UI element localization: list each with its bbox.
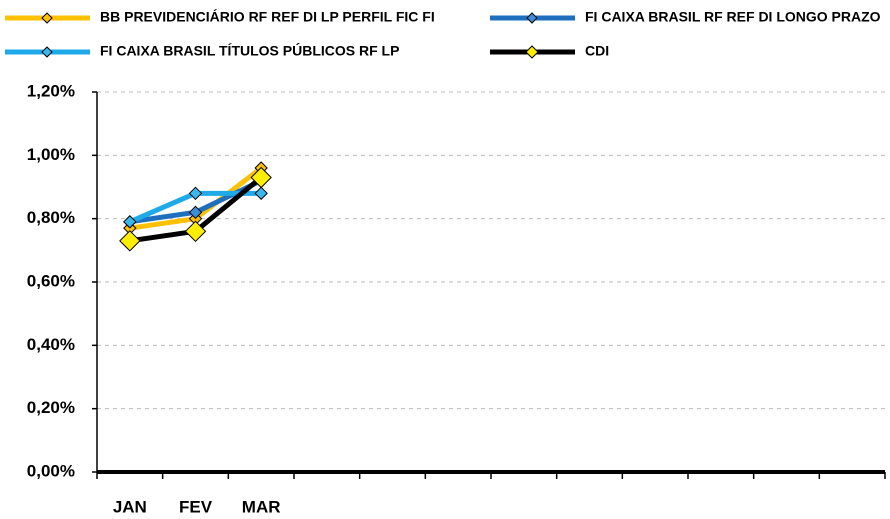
- legend-label: BB PREVIDENCIÁRIO RF REF DI LP PERFIL FI…: [100, 9, 435, 25]
- series-marker: [188, 186, 203, 201]
- y-tick-label: 1,00%: [27, 145, 75, 164]
- legend-label: FI CAIXA BRASIL RF REF DI LONGO PRAZO: [585, 9, 881, 25]
- legend-label: CDI: [585, 43, 609, 59]
- legend-marker: [41, 12, 53, 24]
- series-marker: [250, 166, 272, 189]
- y-tick-label: 0,80%: [27, 208, 75, 227]
- series-marker: [119, 230, 141, 252]
- y-tick-label: 1,20%: [27, 81, 75, 100]
- legend-marker: [525, 45, 539, 59]
- series-marker: [184, 220, 207, 243]
- x-tick-label: MAR: [242, 497, 281, 516]
- y-tick-label: 0,00%: [27, 461, 75, 480]
- y-tick-label: 0,40%: [27, 335, 75, 354]
- legend-label: FI CAIXA BRASIL TÍTULOS PÚBLICOS RF LP: [100, 42, 399, 59]
- y-tick-label: 0,20%: [27, 398, 75, 417]
- series-marker: [254, 186, 268, 201]
- x-tick-label: FEV: [179, 497, 213, 516]
- x-tick-label: JAN: [113, 497, 147, 516]
- series-marker: [123, 215, 137, 229]
- series-marker: [188, 205, 203, 220]
- y-tick-label: 0,60%: [27, 271, 75, 290]
- legend-marker: [41, 46, 53, 58]
- legend-marker: [526, 12, 538, 24]
